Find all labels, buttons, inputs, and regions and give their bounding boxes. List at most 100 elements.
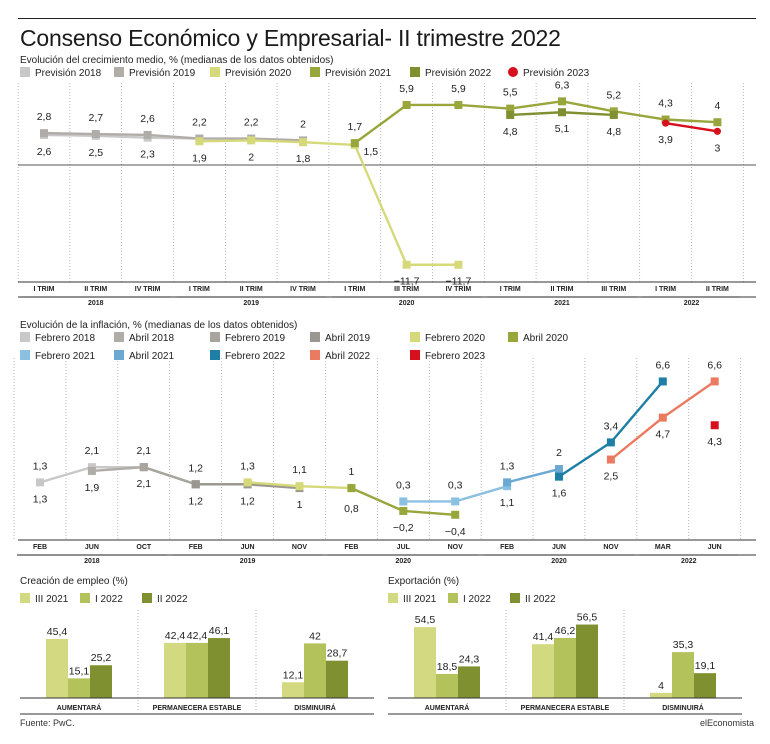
bar-value-label: 15,1 [69,665,90,677]
bar-value-label: 41,4 [533,631,554,643]
legend-swatch [410,350,420,360]
bar-value-label: 18,5 [437,661,458,673]
data-label: 2,7 [88,112,103,124]
data-label: −11,7 [446,276,472,288]
chart-title: Evolución de la inflación, % (medianas d… [20,320,297,331]
data-label: 5,1 [555,123,570,135]
data-point [713,127,722,135]
data-point [609,110,618,119]
x-tick-label: JUN [552,544,566,551]
data-point [658,377,667,386]
year-label: 2020 [399,300,415,307]
x-tick-label: I TRIM [500,286,521,293]
data-label: −11,7 [394,276,420,288]
data-point [710,421,719,430]
legend-label: II 2022 [525,594,556,605]
data-label: 1,9 [85,482,100,494]
data-label: 1 [348,466,354,478]
year-label: 2020 [396,558,412,565]
x-tick-label: II TRIM [706,286,729,293]
data-point [558,108,566,117]
x-tick-label: II TRIM [551,286,574,293]
data-point [606,455,615,464]
data-point [139,463,148,472]
data-point [661,115,670,124]
data-point [40,129,48,138]
data-label: −0,2 [393,522,414,534]
legend-swatch [310,332,320,342]
bar-value-label: 19,1 [695,660,716,672]
bar [304,643,326,698]
data-label: 4,8 [503,126,518,138]
legend-label: II 2022 [157,594,188,605]
legend-label: Febrero 2021 [35,351,95,362]
legend-swatch [80,593,90,603]
data-point [454,260,463,269]
data-label: 0,3 [396,479,411,491]
data-point [195,137,204,146]
data-label: 1,5 [363,146,378,158]
category-label: AUMENTARÁ [57,703,102,712]
x-tick-label: III TRIM [394,286,419,293]
x-tick-label: NOV [292,544,308,551]
data-label: 2,6 [37,146,52,158]
data-point [555,472,563,481]
employment-bar-chart: Creación de empleo (%) III 2021 I 2022 II 2… [20,576,374,715]
year-label: 2021 [554,300,570,307]
series-line [199,139,459,266]
data-label: 4 [714,100,720,112]
bar-value-label: 28,7 [327,648,348,660]
legend-label: III 2021 [403,594,437,605]
x-tick-label: IV TRIM [290,286,316,293]
x-tick-label: FEB [344,544,358,551]
data-point [36,478,44,487]
x-tick-label: I TRIM [189,286,210,293]
legend-label: Abril 2022 [325,351,370,362]
legend-swatch [210,332,220,342]
x-tick-label: JUL [397,544,411,551]
data-label: 1,2 [188,495,203,507]
x-tick-label: FEB [189,544,203,551]
legend-swatch [508,332,518,342]
data-point [558,97,566,106]
legend-label: Abril 2020 [523,333,568,344]
bar [576,624,598,698]
bar [90,665,112,698]
legend-swatch [210,350,220,360]
year-label: 2020 [551,558,567,565]
chart-title: Exportación (%) [388,576,459,587]
legend-label: Previsión 2023 [523,68,590,79]
bar-value-label: 54,5 [415,614,436,626]
data-point [662,119,670,127]
data-label: 6,6 [655,359,670,371]
legend-label: I 2022 [463,594,491,605]
data-label: 2,5 [604,471,619,483]
category-label: AUMENTARÁ [425,703,470,712]
legend-label: III 2021 [35,594,69,605]
year-label: 2022 [684,300,700,307]
brand-name: elEconomista [700,718,754,728]
bar-value-label: 35,3 [673,639,694,651]
data-point [713,118,722,127]
legend-swatch [20,332,30,342]
data-point [555,465,563,474]
legend-swatch [20,350,30,360]
bar [458,666,480,698]
data-label: 4,7 [655,429,670,441]
legend-swatch [448,593,458,603]
legend-label: Febrero 2022 [225,351,285,362]
data-point [451,497,460,506]
category-label: DISMINUIRÁ [662,703,704,712]
data-label: 1,2 [188,462,203,474]
bar [554,637,576,698]
data-label: 2 [248,151,254,163]
bar [164,642,186,698]
data-label: 6,6 [707,359,722,371]
year-label: 2019 [240,558,256,565]
data-label: 4,3 [658,98,673,110]
x-tick-label: IV TRIM [446,286,472,293]
x-tick-label: OCT [136,544,152,551]
legend-label: Febrero 2018 [35,333,95,344]
growth-chart: Evolución del crecimiento medio, % (medi… [17,55,756,307]
data-point [347,484,356,493]
